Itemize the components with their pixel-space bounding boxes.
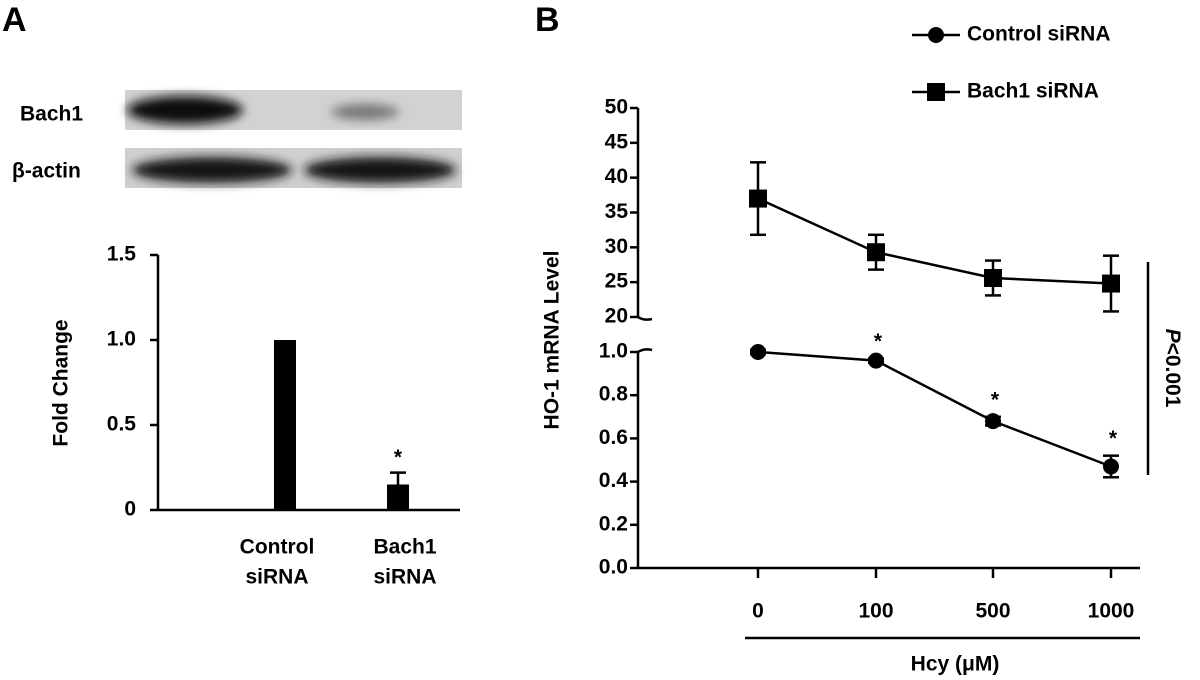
- marker: [867, 243, 885, 262]
- marker: [750, 344, 766, 360]
- marker: [1103, 458, 1119, 475]
- y-tick-label: 0.8: [599, 383, 629, 406]
- y-tick-label: 1.0: [107, 328, 136, 351]
- y-axis-title: Fold Change: [50, 319, 73, 446]
- legend-label: Control siRNA: [967, 23, 1111, 46]
- x-axis-title: Hcy (μM): [911, 653, 1000, 676]
- x-tick-label: Bach1: [373, 536, 436, 559]
- y-tick-label: 0: [124, 498, 136, 521]
- y-tick-label: 30: [605, 235, 628, 258]
- blot-band: [127, 96, 243, 124]
- legend-label: Bach1 siRNA: [967, 80, 1099, 103]
- blot-label: β-actin: [12, 160, 81, 183]
- marker: [749, 189, 767, 208]
- marker: [928, 27, 944, 43]
- x-tick-label: 100: [858, 600, 893, 623]
- axis-break: [637, 348, 653, 354]
- marker: [1102, 274, 1120, 293]
- x-tick-label: Control: [240, 536, 315, 559]
- x-tick-label: 0: [752, 600, 764, 623]
- y-tick-label: 0.6: [599, 426, 628, 449]
- marker: [927, 83, 945, 101]
- p-rest: <0.001: [1161, 343, 1184, 408]
- y-tick-label: 0.2: [599, 512, 628, 535]
- significance-label: *: [991, 388, 1000, 411]
- significance-label: *: [394, 446, 403, 469]
- significance-label: *: [1109, 427, 1118, 450]
- y-tick-label: 1.5: [107, 243, 137, 266]
- axis-break: [637, 315, 653, 321]
- x-tick-label: siRNA: [373, 566, 436, 589]
- y-tick-label: 35: [605, 200, 629, 223]
- x-tick-label: 500: [975, 600, 1010, 623]
- y-tick-label: 1.0: [599, 340, 628, 363]
- panel-label: A: [2, 1, 27, 39]
- marker: [985, 413, 1001, 430]
- y-tick-label: 0.4: [599, 469, 629, 492]
- p-italic: P: [1161, 329, 1184, 344]
- marker: [868, 352, 884, 369]
- blot-label: Bach1: [20, 103, 83, 126]
- blot: [125, 90, 462, 188]
- y-tick-label: 0.0: [599, 556, 628, 579]
- x-tick-label: siRNA: [245, 566, 308, 589]
- y-tick-label: 0.5: [107, 413, 137, 436]
- blot-band: [304, 157, 456, 183]
- significance-label: *: [874, 330, 883, 353]
- y-tick-label: 20: [605, 305, 628, 328]
- x-tick-label: 1000: [1088, 600, 1135, 623]
- marker: [984, 268, 1002, 287]
- y-tick-label: 25: [605, 270, 629, 293]
- bar: [274, 340, 296, 510]
- panel-label: B: [535, 1, 560, 39]
- series-line: [757, 197, 1112, 285]
- y-axis-title: HO-1 mRNA Level: [541, 251, 564, 430]
- y-tick-label: 40: [605, 165, 628, 188]
- p-value-annotation: P<0.001: [1161, 329, 1184, 408]
- bar: [387, 484, 409, 510]
- blot-band: [331, 104, 399, 120]
- series-line: [757, 350, 1112, 468]
- y-tick-label: 50: [605, 96, 628, 119]
- blot-band: [132, 157, 292, 183]
- y-tick-label: 45: [605, 130, 629, 153]
